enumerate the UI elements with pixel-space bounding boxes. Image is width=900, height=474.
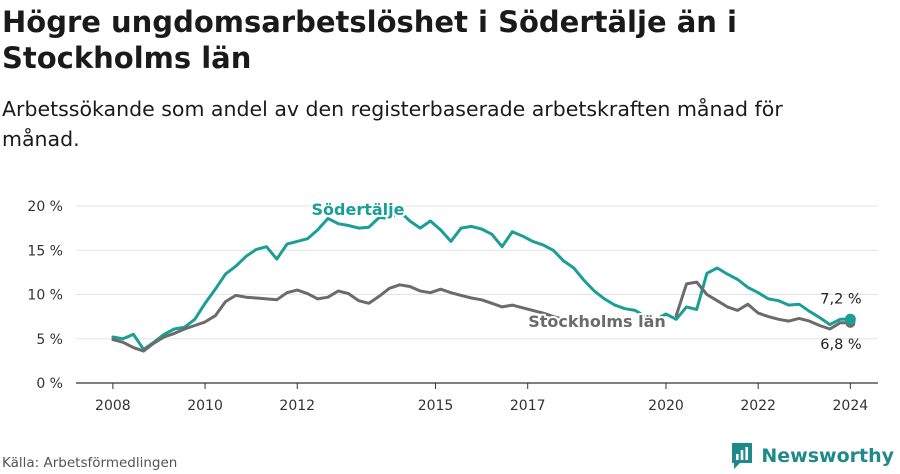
x-tick-label: 2008 (95, 398, 131, 414)
chart-subtitle: Arbetssökande som andel av den registerb… (2, 97, 783, 151)
sodertalje-end-label: 7,2 % (820, 291, 861, 307)
x-tick-label: 2012 (279, 398, 315, 414)
series-labels: Södertälje Stockholms län 7,2 % 6,8 % (310, 198, 862, 353)
sodertalje-end-dot (844, 313, 856, 325)
line-chart: 0 %5 %10 %15 %20 % 2008 2010 2012 2015 2017 2… (27, 198, 878, 414)
y-tick-label: 0 % (36, 376, 63, 392)
x-tick-label: 2024 (833, 398, 869, 414)
sodertalje-series-label: Södertälje (312, 200, 405, 219)
y-tick-label: 10 % (27, 288, 63, 304)
y-tick-label: 20 % (27, 199, 63, 215)
x-tick-label: 2010 (187, 398, 223, 414)
brand-name: Newsworthy (761, 445, 894, 467)
source-note: Källa: Arbetsförmedlingen (2, 455, 178, 471)
y-tick-label: 5 % (36, 332, 63, 348)
stockholm-end-label: 6,8 % (820, 337, 861, 353)
y-tick-label: 15 % (27, 243, 63, 259)
x-tick-label: 2020 (648, 398, 684, 414)
stockholm-series-label: Stockholms län (528, 312, 666, 331)
brand-logo: Newsworthy (730, 441, 894, 471)
chart-title: Högre ungdomsarbetslöshet i Södertälje ä… (2, 5, 737, 75)
sodertalje-line (111, 209, 852, 351)
y-axis-ticks: 0 % 5 % 10 % 15 % 20 % (27, 199, 63, 392)
gridlines (76, 205, 878, 384)
x-axis-ticks: 2008 2010 2012 2015 2017 2020 2022 2024 (95, 383, 868, 414)
x-tick-label: 2017 (510, 398, 546, 414)
x-tick-label: 2015 (418, 398, 454, 414)
newsworthy-logo-icon (732, 443, 753, 469)
series-lines (111, 209, 856, 353)
stockholm-line (111, 280, 852, 353)
x-tick-label: 2022 (740, 398, 776, 414)
